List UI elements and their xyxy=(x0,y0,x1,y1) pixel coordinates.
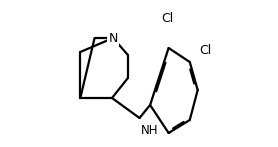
Text: NH: NH xyxy=(141,124,158,137)
Text: Cl: Cl xyxy=(162,11,174,25)
Text: N: N xyxy=(108,31,118,45)
Text: Cl: Cl xyxy=(199,44,211,56)
